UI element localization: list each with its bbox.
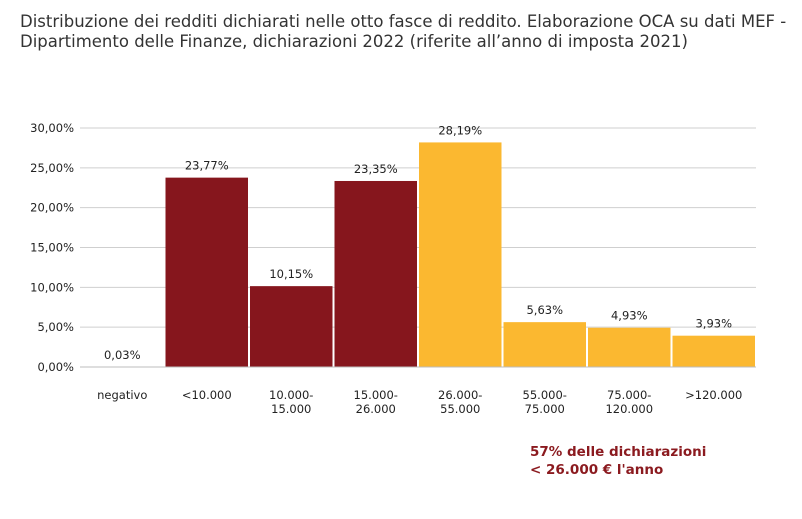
data-label: 28,19% [438, 123, 482, 137]
data-label: 5,63% [526, 303, 563, 317]
y-tick-label: 5,00% [37, 320, 74, 334]
bar [588, 327, 671, 367]
y-axis-tick-labels: 0,00% 5,00% 10,00% 15,00% 20,00% 25,00% 30,00% [30, 121, 74, 374]
annotation-line-1: 57% delle dichiarazioni [530, 444, 707, 460]
x-tick-label: 75.000-120.000 [605, 388, 653, 416]
x-axis-tick-labels: negativo <10.000 10.000-15.000 15.000-26.00… [97, 388, 742, 416]
x-tick-label: >120.000 [685, 388, 742, 402]
y-tick-label: 30,00% [30, 121, 74, 135]
y-tick-label: 0,00% [37, 360, 74, 374]
x-tick-label: 26.000-55.000 [438, 388, 482, 416]
x-tick-label: 55.000-75.000 [523, 388, 567, 416]
data-labels: 0,03% 23,77% 10,15% 23,35% 28,19% 5,63% 4,93% 3… [104, 123, 732, 361]
annotation-note: 57% delle dichiarazioni < 26.000 € l'ann… [530, 443, 706, 479]
data-label: 23,35% [354, 162, 398, 176]
data-label: 23,77% [185, 159, 229, 173]
bar [250, 286, 333, 367]
bars [81, 142, 755, 367]
bar [503, 322, 586, 367]
y-tick-label: 20,00% [30, 201, 74, 215]
x-tick-label: negativo [97, 388, 147, 402]
x-tick-label: 10.000-15.000 [269, 388, 313, 416]
y-tick-label: 25,00% [30, 161, 74, 175]
bar [672, 335, 755, 367]
y-tick-label: 15,00% [30, 241, 74, 255]
annotation-line-2: < 26.000 € l'anno [530, 462, 664, 478]
data-label: 4,93% [611, 309, 648, 323]
chart-title: Distribuzione dei redditi dichiarati nel… [20, 12, 787, 51]
y-tick-label: 10,00% [30, 280, 74, 294]
bar [419, 142, 502, 367]
bar [165, 177, 248, 367]
data-label: 0,03% [104, 348, 141, 362]
data-label: 3,93% [695, 317, 732, 331]
data-label: 10,15% [269, 267, 313, 281]
x-tick-label: 15.000-26.000 [354, 388, 398, 416]
bar [334, 180, 417, 367]
x-tick-label: <10.000 [182, 388, 232, 402]
